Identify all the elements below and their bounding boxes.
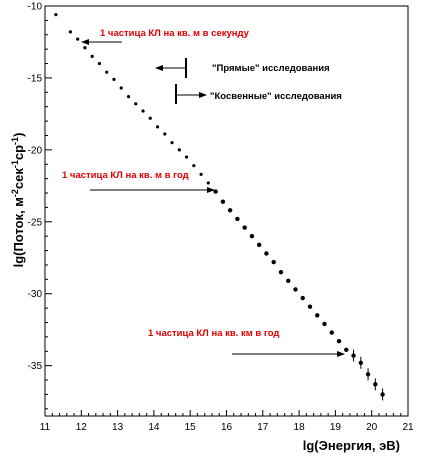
x-tick-label: 16: [221, 422, 233, 433]
data-point: [220, 199, 226, 204]
data-point: [199, 172, 203, 176]
data-point: [148, 116, 152, 120]
data-point: [83, 46, 87, 50]
data-point: [278, 269, 284, 275]
y-tick-label: -25: [28, 217, 43, 228]
y-axis-title: lg(Поток, м-2сек-1ср-1): [10, 133, 26, 268]
x-tick-label: 17: [257, 422, 269, 433]
x-tick-label: 21: [402, 422, 414, 433]
data-point: [227, 208, 233, 213]
x-tick-label: 13: [112, 422, 124, 433]
data-point: [307, 304, 313, 309]
annotation-direct: "Прямые" исследования: [212, 63, 330, 74]
y-axis-ticks: -10 -15 -20 -25 -30 -35: [28, 2, 52, 410]
data-point: [315, 313, 320, 318]
x-tick-label: 11: [40, 422, 51, 433]
data-point: [68, 30, 73, 34]
data-point: [119, 86, 123, 90]
data-point: [76, 37, 80, 41]
data-point: [264, 251, 269, 256]
x-axis-ticks: 11 12 13 14 15 16 17 18 19 20 21: [40, 410, 414, 433]
data-points: [54, 13, 385, 401]
data-point: [54, 13, 58, 17]
data-point: [90, 54, 94, 58]
data-point: [155, 125, 160, 129]
data-point: [329, 330, 334, 335]
x-axis-title: lg(Энергия, эВ): [303, 438, 400, 453]
annotation-per-year-km2: 1 частица КЛ на кв. км в год: [148, 328, 279, 339]
data-point: [163, 132, 167, 136]
x-tick-label: 18: [294, 422, 306, 433]
data-point: [286, 278, 291, 283]
data-point: [235, 216, 240, 222]
x-tick-label: 12: [76, 422, 88, 433]
data-point: [141, 109, 145, 113]
y-tick-label: -10: [28, 2, 43, 13]
data-point: [344, 347, 349, 353]
data-point: [271, 259, 276, 265]
y-tick-label: -30: [28, 289, 43, 300]
data-point: [256, 242, 262, 248]
data-point: [105, 70, 109, 74]
data-point: [134, 102, 138, 106]
data-point: [192, 164, 196, 168]
x-tick-label: 15: [185, 422, 197, 433]
y-tick-label: -35: [28, 361, 43, 372]
data-point: [206, 181, 210, 185]
annotation-per-second: 1 частица КЛ на кв. м в секунду: [100, 28, 250, 39]
y-tick-label: -15: [28, 73, 43, 84]
data-point: [97, 61, 102, 66]
data-point: [242, 225, 247, 230]
data-point: [322, 321, 327, 327]
data-point: [300, 295, 305, 301]
x-tick-label: 19: [330, 422, 342, 433]
data-point: [293, 287, 298, 292]
annotation-per-year-m2: 1 частица КЛ на кв. м в год: [62, 170, 189, 181]
data-point: [170, 141, 174, 145]
data-point: [213, 189, 218, 194]
y-tick-label: -20: [28, 145, 43, 156]
x-tick-label: 20: [366, 422, 378, 433]
data-point: [112, 77, 116, 81]
x-tick-label: 14: [148, 422, 160, 433]
data-point: [336, 338, 342, 344]
data-point: [249, 233, 255, 239]
data-point: [184, 155, 189, 159]
data-point: [177, 148, 181, 152]
annotation-indirect: "Косвенные" исследования: [210, 91, 342, 102]
data-point: [126, 95, 131, 99]
